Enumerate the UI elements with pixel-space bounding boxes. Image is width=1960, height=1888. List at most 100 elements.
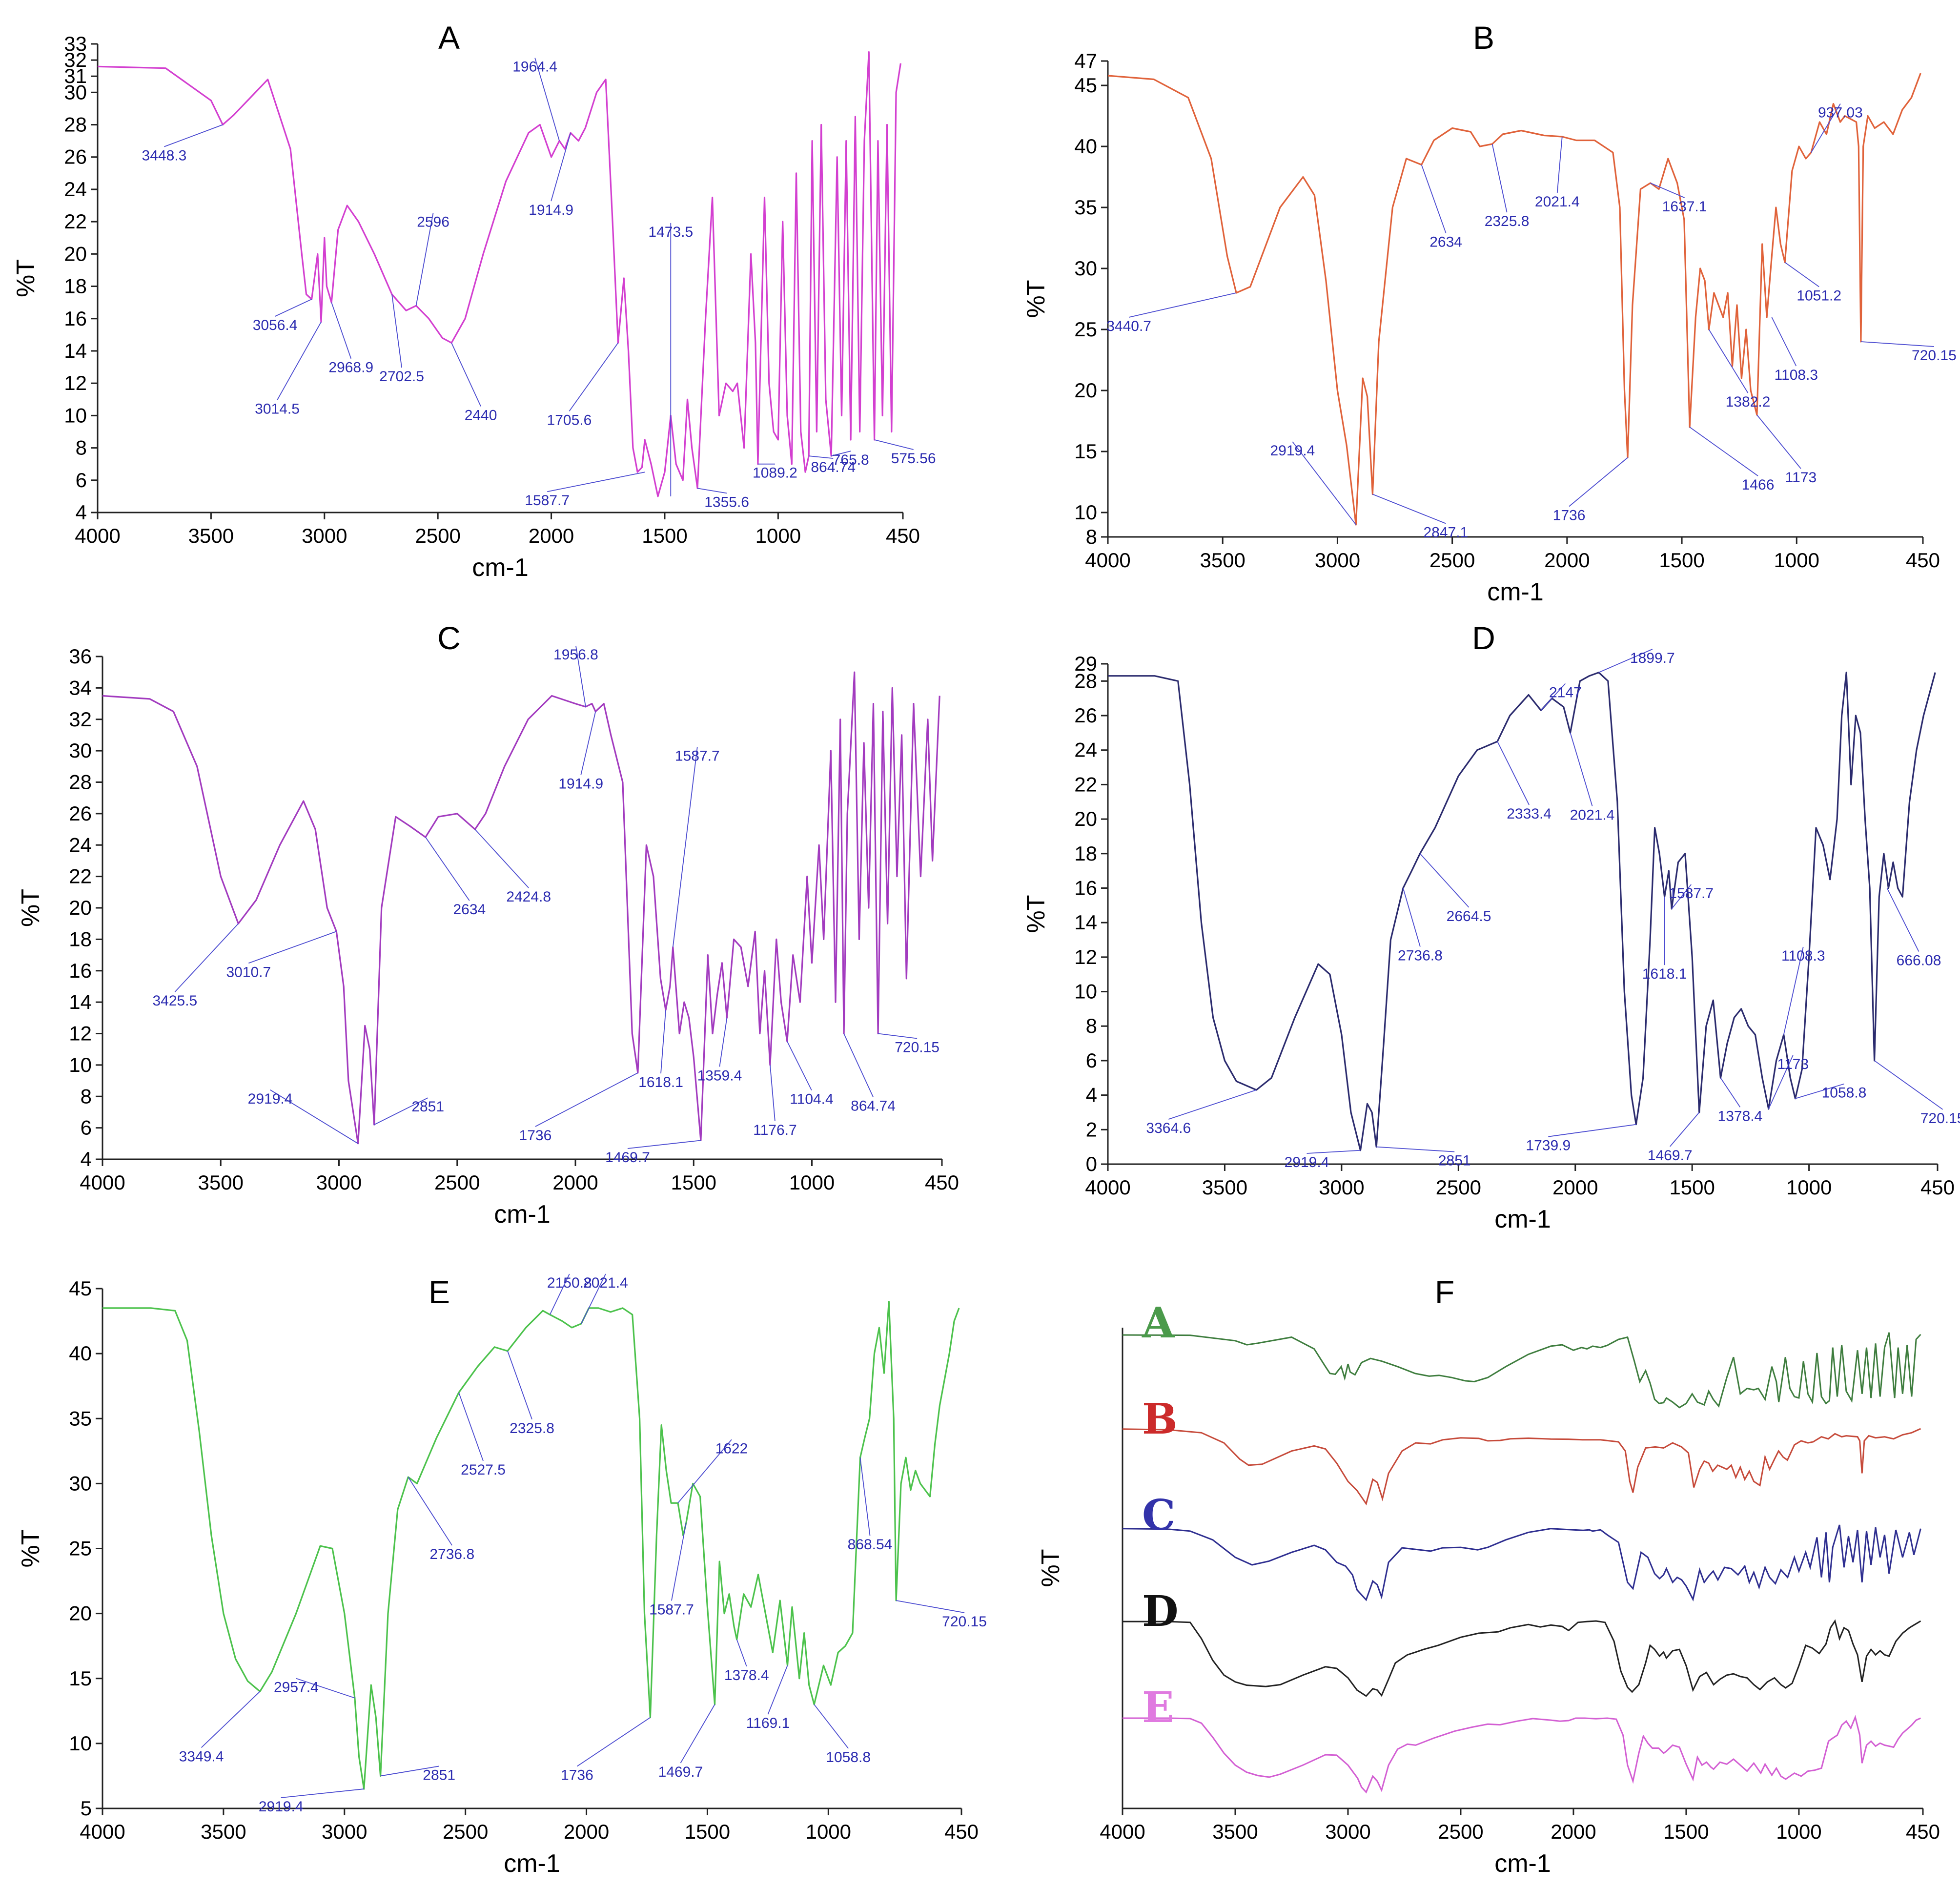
y-tick-label: 0 xyxy=(1086,1152,1097,1175)
peak-leader xyxy=(1720,1077,1741,1108)
peak-label: 666.08 xyxy=(1897,952,1941,968)
peak-label: 1104.4 xyxy=(790,1091,834,1108)
peak-label: 1587.7 xyxy=(525,493,570,509)
peak-label: 3364.6 xyxy=(1146,1120,1191,1136)
x-tick-label: 2500 xyxy=(443,1820,488,1843)
peak-label: 2736.8 xyxy=(429,1546,474,1562)
peak-leader xyxy=(1569,457,1628,507)
x-tick-label: 2000 xyxy=(564,1820,609,1843)
y-tick-label: 22 xyxy=(69,865,92,888)
peak-leader xyxy=(1556,136,1563,193)
x-tick-label: 3500 xyxy=(1200,549,1245,572)
peak-label: 2596 xyxy=(417,214,449,230)
panel-title: F xyxy=(1435,1274,1454,1310)
peak-label: 1173 xyxy=(1785,470,1817,486)
peak-leader xyxy=(896,1600,965,1613)
peak-label: 2634 xyxy=(1429,234,1462,250)
peak-leader xyxy=(719,1018,728,1067)
peak-label: 1914.9 xyxy=(529,202,573,218)
peak-label: 3010.7 xyxy=(226,964,271,980)
peak-label: 2527.5 xyxy=(461,1462,506,1478)
peak-label: 2424.8 xyxy=(506,889,551,905)
peak-leader xyxy=(1548,1124,1636,1137)
x-tick-label: 1500 xyxy=(1663,1820,1709,1843)
y-tick-label: 45 xyxy=(69,1277,92,1300)
peak-leader xyxy=(451,343,481,407)
peak-leader xyxy=(1497,741,1530,805)
peak-leader xyxy=(275,299,312,317)
peak-label: 720.15 xyxy=(895,1040,939,1056)
y-axis-label: %T xyxy=(12,259,40,297)
peak-label: 1736 xyxy=(1553,508,1586,524)
peak-label: 1359.4 xyxy=(697,1067,742,1084)
peak-leader xyxy=(843,1033,874,1097)
y-tick-label: 22 xyxy=(1074,773,1097,796)
x-tick-label: 4000 xyxy=(1100,1820,1145,1843)
x-tick-label: 3500 xyxy=(188,524,234,547)
peak-label: 2440 xyxy=(465,407,497,423)
peak-leader xyxy=(770,1065,776,1121)
y-tick-label: 12 xyxy=(69,1022,92,1045)
y-tick-label: 12 xyxy=(1074,945,1097,968)
spectrum-line-a xyxy=(97,51,901,497)
peak-label: 3014.5 xyxy=(255,401,300,417)
y-tick-label: 4 xyxy=(81,1148,92,1170)
y-tick-label: 8 xyxy=(81,1085,92,1108)
y-tick-label: 14 xyxy=(69,990,92,1013)
x-tick-label: 2000 xyxy=(552,1171,598,1194)
y-tick-label: 18 xyxy=(1074,842,1097,865)
y-tick-label: 20 xyxy=(64,242,87,265)
peak-label: 1466 xyxy=(1742,477,1775,493)
peak-leader xyxy=(1570,733,1593,806)
peak-label: 2634 xyxy=(453,902,486,918)
overlay-label-a: A xyxy=(1142,1298,1175,1348)
peak-leader xyxy=(408,1477,453,1546)
peak-leader xyxy=(1784,262,1819,287)
y-tick-label: 16 xyxy=(64,307,87,330)
y-tick-label: 16 xyxy=(1074,876,1097,899)
peak-leader xyxy=(1783,946,1804,1035)
peak-label: 2968.9 xyxy=(328,360,373,376)
peak-leader xyxy=(1292,441,1357,525)
x-tick-label: 2500 xyxy=(415,524,460,547)
peak-label: 765.8 xyxy=(833,452,869,468)
y-tick-label: 28 xyxy=(1074,669,1097,692)
peak-label: 1618.1 xyxy=(1642,966,1687,982)
y-tick-label: 35 xyxy=(1074,196,1097,219)
peak-leader xyxy=(1771,317,1797,367)
peak-leader xyxy=(671,1522,687,1601)
y-tick-label: 26 xyxy=(69,802,92,825)
y-tick-label: 29 xyxy=(1074,652,1097,675)
y-tick-label: 15 xyxy=(1074,440,1097,463)
peak-leader xyxy=(1756,414,1801,469)
peak-leader xyxy=(1886,888,1919,952)
peak-label: 1378.4 xyxy=(724,1667,769,1683)
peak-leader xyxy=(627,1140,701,1149)
peak-leader xyxy=(425,837,470,901)
peak-leader xyxy=(1860,341,1934,347)
x-axis-label: cm-1 xyxy=(472,554,529,582)
peak-label: 1739.9 xyxy=(1526,1138,1571,1154)
y-tick-label: 18 xyxy=(64,275,87,298)
peak-leader xyxy=(1811,103,1841,153)
x-tick-label: 450 xyxy=(925,1171,959,1194)
y-tick-label: 25 xyxy=(1074,318,1097,341)
y-tick-label: 20 xyxy=(69,1602,92,1625)
x-axis-label: cm-1 xyxy=(504,1849,560,1878)
x-tick-label: 3000 xyxy=(1319,1176,1364,1199)
peak-label: 2325.8 xyxy=(510,1420,554,1437)
peak-label: 1051.2 xyxy=(1797,288,1841,304)
peak-label: 1587.7 xyxy=(1669,885,1714,902)
peak-label: 1058.8 xyxy=(1822,1085,1867,1101)
peak-label: 1469.7 xyxy=(658,1764,703,1780)
spectrum-line-b xyxy=(1107,73,1921,526)
y-tick-label: 14 xyxy=(64,339,87,362)
x-tick-label: 1500 xyxy=(685,1820,730,1843)
peak-label: 3349.4 xyxy=(179,1748,224,1765)
peak-leader xyxy=(680,1704,715,1764)
x-tick-label: 2000 xyxy=(1551,1820,1596,1843)
y-tick-label: 10 xyxy=(69,1732,92,1755)
peak-leader xyxy=(1168,1089,1257,1120)
